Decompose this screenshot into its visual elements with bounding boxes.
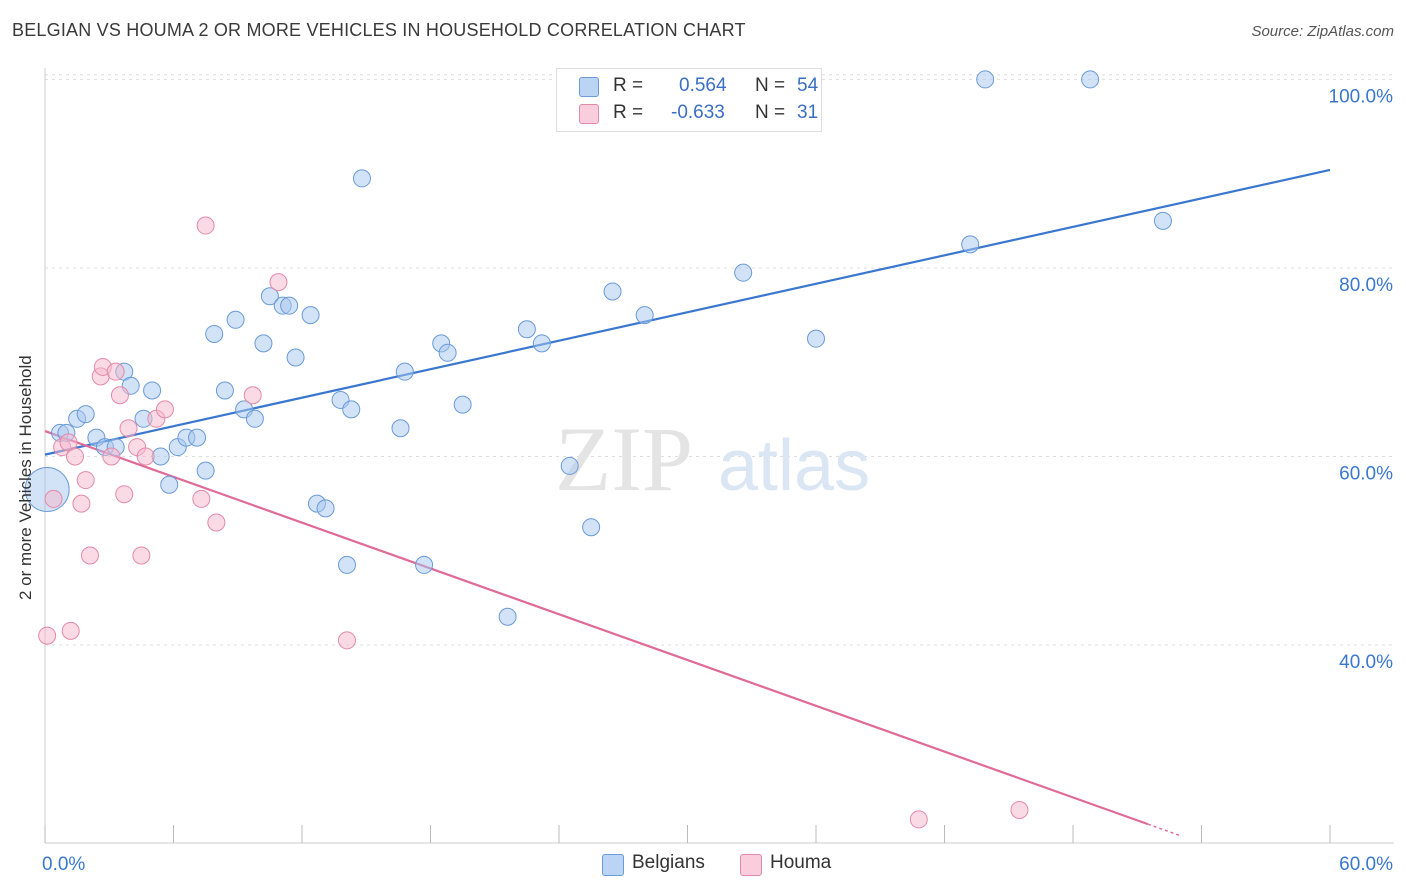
belgians-point [316, 499, 335, 518]
watermark: ZIP atlas [555, 408, 870, 510]
houma-trend-line [44, 430, 1149, 826]
y-axis-label: 2 or more Vehicles in Household [16, 355, 35, 600]
belgians-point [76, 405, 95, 424]
belgians-point [603, 282, 622, 301]
belgians-point [280, 296, 299, 315]
belgians-point [215, 381, 234, 400]
x-tick-label: 0.0% [42, 854, 85, 875]
y-tick-label: 40.0% [1339, 652, 1393, 673]
houma-point [1010, 801, 1029, 820]
legend-n-label: N = [755, 102, 786, 123]
houma-point [38, 626, 57, 645]
belgians-point [976, 70, 995, 89]
tick-labels: 40.0% 60.0% 80.0% 100.0% 0.0% 60.0% [42, 86, 1393, 875]
x-tick-label: 60.0% [1339, 854, 1393, 875]
belgians-point [582, 518, 601, 537]
legend-r-label: R = [613, 102, 644, 123]
belgians-point [807, 329, 825, 348]
houma-point [269, 273, 288, 292]
y-tick-label: 80.0% [1339, 275, 1393, 296]
houma-point [196, 216, 215, 235]
belgians-point [254, 334, 273, 353]
belgians-trend-line [44, 168, 1331, 456]
houma-point [61, 621, 80, 640]
houma-point [337, 631, 356, 650]
belgians-point [260, 287, 279, 306]
belgians-point [1081, 70, 1100, 89]
houma-point [106, 362, 125, 381]
belgians-point [517, 320, 536, 339]
belgians-point [532, 334, 551, 353]
houma-point [76, 471, 95, 490]
y-axis-label-wrap: 2 or more Vehicles in Household [16, 355, 35, 601]
legend-n-value: 54 [797, 75, 819, 96]
grid-lines [45, 74, 1394, 646]
houma-point [65, 447, 84, 466]
belgians-point [453, 395, 472, 414]
legend-swatch-belgians [579, 77, 599, 97]
belgians-point [352, 169, 371, 188]
houma-point [132, 546, 151, 565]
belgians-point [415, 555, 434, 574]
belgians-point [734, 263, 753, 282]
belgians-point [560, 456, 579, 475]
legend-swatch-houma [579, 104, 599, 124]
belgians-point [635, 306, 654, 325]
y-tick-label: 60.0% [1339, 464, 1393, 485]
houma-point [102, 447, 121, 466]
correlation-legend: R = 0.564 N = 54 R = -0.633 N = 31 [556, 68, 822, 132]
belgians-point [188, 428, 207, 447]
watermark-atlas: atlas [718, 426, 870, 506]
source-label: Source: ZipAtlas.com [1251, 23, 1394, 40]
legend-n-value: 31 [797, 102, 819, 123]
data-points [24, 70, 1172, 829]
legend-n-label: N = [755, 75, 786, 96]
houma-point [44, 489, 63, 508]
y-tick-label: 100.0% [1329, 86, 1394, 107]
belgians-point [498, 607, 517, 626]
belgians-point [961, 235, 980, 254]
axes [44, 68, 1394, 844]
legend-r-value: -0.633 [671, 102, 725, 123]
belgians-point [438, 343, 457, 362]
houma-point [80, 546, 99, 565]
houma-point [136, 447, 155, 466]
belgians-point [205, 324, 224, 343]
chart-title: BELGIAN VS HOUMA 2 OR MORE VEHICLES IN H… [12, 20, 746, 40]
bottom-legend-swatch-belgians [602, 854, 624, 876]
bottom-legend-label-houma: Houma [770, 852, 832, 873]
houma-trend-extension [1147, 823, 1181, 837]
trend-lines [44, 168, 1331, 837]
bottom-legend-label-belgians: Belgians [632, 852, 705, 873]
houma-point [192, 489, 211, 508]
houma-point [72, 494, 91, 513]
houma-point [119, 419, 138, 438]
houma-point [115, 485, 134, 504]
belgians-point [143, 381, 162, 400]
houma-point [155, 400, 174, 419]
belgians-point [151, 447, 170, 466]
belgians-point [286, 348, 305, 367]
belgians-point [1153, 211, 1172, 230]
belgians-point [342, 400, 361, 419]
belgians-point [395, 362, 414, 381]
belgians-point [391, 419, 410, 438]
legend-r-label: R = [613, 75, 644, 96]
belgians-point [226, 310, 245, 329]
bottom-legend-swatch-houma [740, 854, 762, 876]
houma-point [207, 513, 226, 532]
belgians-point [160, 475, 179, 494]
legend-r-value: 0.564 [679, 75, 727, 96]
houma-point [110, 386, 129, 405]
belgians-point [301, 306, 320, 325]
watermark-zip: ZIP [555, 408, 693, 510]
belgians-point [337, 555, 356, 574]
houma-point [909, 810, 928, 829]
houma-point [243, 386, 262, 405]
belgians-point [245, 409, 264, 428]
belgians-point [196, 461, 215, 480]
